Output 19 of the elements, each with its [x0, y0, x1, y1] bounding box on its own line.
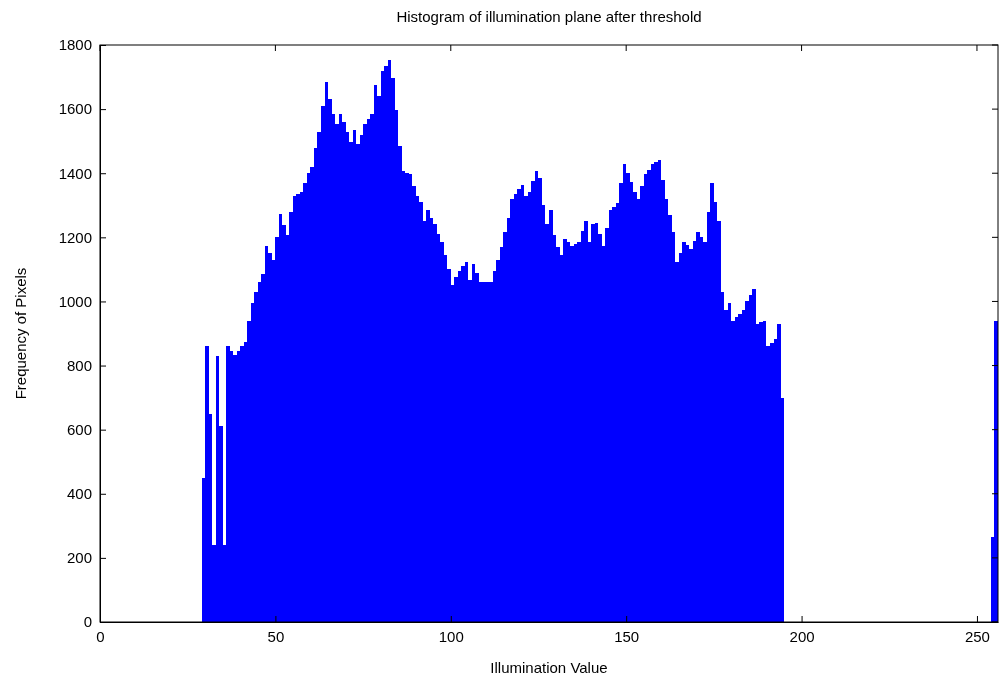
y-tick-label: 200 [66, 549, 92, 567]
y-tick-label: 1600 [58, 100, 92, 118]
x-axis-title: Illumination Value [490, 659, 608, 676]
x-tick-label: 50 [267, 627, 285, 645]
x-tick-label: 0 [96, 627, 105, 645]
chart-title: Histogram of illumination plane after threshold [396, 8, 702, 25]
y-tick-label: 1800 [58, 36, 92, 54]
y-tick-label: 400 [66, 485, 92, 503]
y-tick-label: 1200 [58, 228, 92, 246]
x-tick-label: 200 [789, 627, 815, 645]
x-tick-label: 250 [964, 627, 990, 645]
y-tick-label: 800 [66, 356, 92, 374]
y-tick-label: 1400 [58, 164, 92, 182]
x-tick-label: 100 [438, 627, 464, 645]
y-tick-label: 1000 [58, 292, 92, 310]
y-tick-label: 0 [83, 613, 92, 631]
y-tick-label: 600 [66, 420, 92, 438]
y-axis-title: Frequency of Pixels [12, 267, 29, 400]
x-tick-label: 150 [614, 627, 640, 645]
